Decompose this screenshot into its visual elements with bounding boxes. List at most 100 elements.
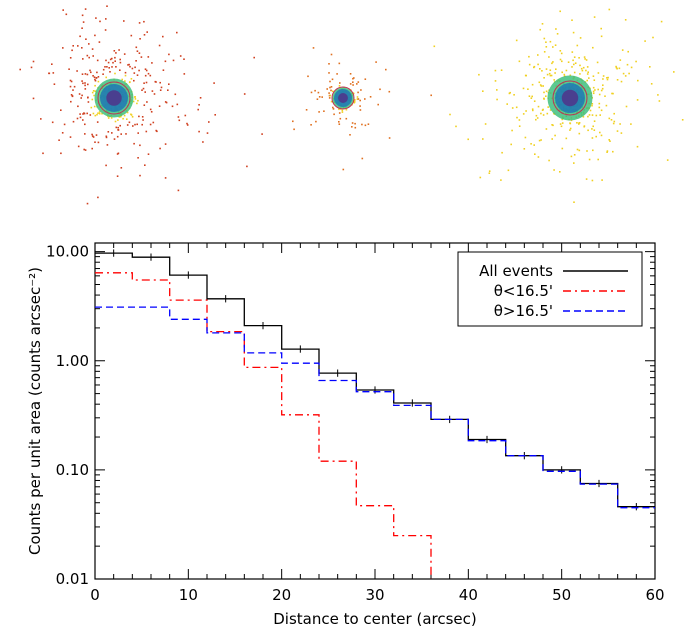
psf-event xyxy=(92,112,95,115)
psf-event xyxy=(174,93,177,96)
psf-event xyxy=(592,86,595,89)
psf-event xyxy=(565,137,568,140)
psf-event xyxy=(608,117,611,120)
psf-event xyxy=(592,46,594,49)
psf-event xyxy=(117,129,120,131)
psf-event xyxy=(572,59,574,62)
psf-event xyxy=(530,143,532,145)
psf-event xyxy=(333,113,335,116)
psf-event xyxy=(351,122,354,124)
psf-event xyxy=(578,132,581,135)
psf-event xyxy=(117,152,120,155)
psf-event xyxy=(658,100,661,102)
psf-event xyxy=(585,59,588,61)
psf-event xyxy=(579,73,581,75)
psf-event xyxy=(329,94,332,97)
psf-event xyxy=(518,125,521,127)
psf-event xyxy=(51,63,53,65)
psf-event xyxy=(131,67,134,70)
psf-event xyxy=(81,73,84,75)
psf-event xyxy=(177,116,180,118)
psf-event xyxy=(65,13,68,16)
psf-event xyxy=(541,23,544,25)
psf-event xyxy=(139,38,141,40)
psf-event xyxy=(82,119,84,121)
psf-event xyxy=(143,20,145,23)
psf-event xyxy=(595,135,597,138)
psf-event xyxy=(137,157,139,159)
psf-event xyxy=(572,31,575,34)
psf-event xyxy=(579,64,581,67)
psf-event xyxy=(430,94,432,97)
x-tick-label: 30 xyxy=(365,586,384,604)
psf-event xyxy=(550,74,553,77)
psf-event xyxy=(548,56,550,58)
x-tick-label: 60 xyxy=(645,586,664,604)
psf-event xyxy=(91,133,93,136)
psf-event xyxy=(52,72,55,74)
psf-event xyxy=(111,57,113,60)
psf-event xyxy=(598,102,601,105)
psf-event xyxy=(345,108,348,111)
psf-event xyxy=(135,60,137,62)
psf-event xyxy=(360,89,362,91)
psf-event xyxy=(146,31,148,33)
psf-event xyxy=(126,118,128,120)
psf-event xyxy=(81,80,83,82)
psf-event xyxy=(144,91,146,93)
psf-event xyxy=(571,51,574,53)
psf-event xyxy=(342,168,345,171)
psf-event xyxy=(650,83,653,85)
psf-event xyxy=(113,138,116,140)
psf-event xyxy=(507,169,510,172)
psf-event xyxy=(108,67,110,69)
psf-event xyxy=(549,109,552,111)
psf-event xyxy=(328,72,330,74)
psf-event xyxy=(183,73,186,75)
psf-event xyxy=(349,83,352,85)
psf-event xyxy=(90,106,93,109)
psf-event xyxy=(569,127,572,130)
psf-event xyxy=(134,66,136,69)
psf-event xyxy=(528,55,530,58)
psf-event xyxy=(561,60,563,63)
psf-event xyxy=(329,80,331,83)
psf-event xyxy=(153,93,156,95)
psf-event xyxy=(83,112,86,115)
psf-event xyxy=(92,136,95,138)
psf-event xyxy=(561,147,564,150)
psf-event xyxy=(559,171,561,173)
psf-event xyxy=(546,112,549,115)
psf-event xyxy=(138,115,140,118)
psf-event xyxy=(375,61,377,63)
psf-event xyxy=(554,44,557,46)
psf-event xyxy=(364,78,367,80)
psf-event xyxy=(542,85,544,87)
psf-event xyxy=(540,139,542,141)
psf-event xyxy=(589,109,592,112)
psf-event xyxy=(88,56,90,59)
psf-event xyxy=(537,54,539,56)
psf-event xyxy=(133,79,135,82)
psf-event xyxy=(164,60,167,63)
psf-event xyxy=(149,74,152,77)
psf-event xyxy=(612,122,615,125)
psf-event xyxy=(137,99,139,102)
psf-event xyxy=(83,148,85,151)
psf-event xyxy=(87,83,89,86)
psf-event xyxy=(593,120,596,122)
psf-event xyxy=(592,125,594,128)
axis-ticks: 0 10 20 30 40 50 60 0.01 0.10 1.00 10.00 xyxy=(46,243,665,604)
psf-event xyxy=(359,99,361,102)
psf-event xyxy=(530,97,533,99)
psf-event xyxy=(111,66,113,68)
psf-event xyxy=(591,137,594,139)
psf-event xyxy=(615,66,618,69)
psf-event xyxy=(345,117,348,120)
psf-event xyxy=(551,62,553,65)
psf-event xyxy=(556,33,559,35)
psf-event xyxy=(63,123,66,126)
psf-event xyxy=(569,122,572,125)
psf-event xyxy=(538,81,541,84)
psf-event xyxy=(98,41,101,43)
